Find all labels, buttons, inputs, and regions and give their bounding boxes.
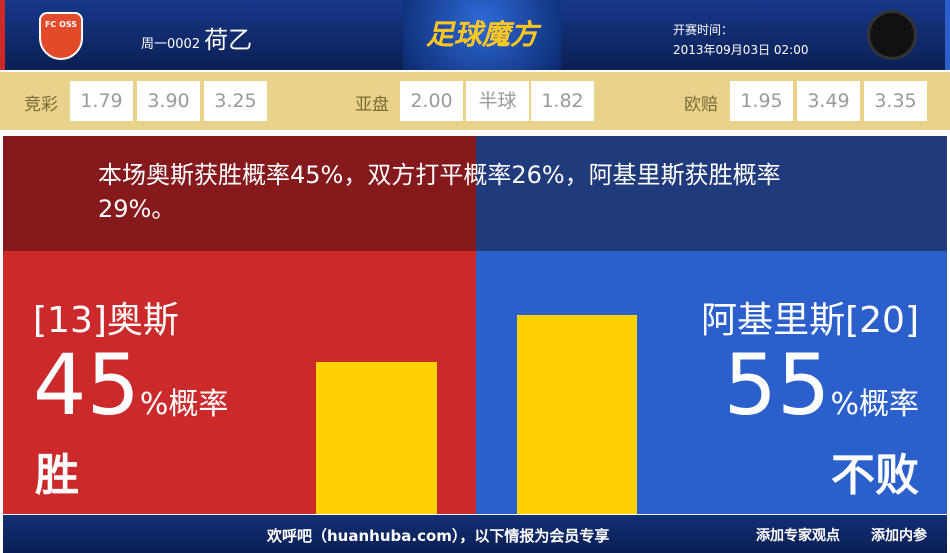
odds-bar: 竞彩 1.79 3.90 3.25 亚盘 2.00 半球 1.82 欧赔 1.9…: [0, 72, 950, 130]
home-probability-bar: [316, 361, 437, 514]
add-expert-link[interactable]: 添加专家观点: [756, 528, 840, 544]
home-result: 胜: [35, 450, 79, 501]
home-panel: [13]奥斯 45%概率 胜: [3, 251, 476, 514]
odds-value: 3.49: [797, 81, 860, 121]
odds-value: 3.25: [204, 81, 267, 121]
brand-logo: 足球魔方: [403, 0, 561, 70]
odds-value: 半球: [466, 81, 529, 121]
away-panel: 阿基里斯[20] 55%概率 不败: [476, 251, 947, 514]
home-percent: 45%概率: [33, 343, 228, 447]
away-percent-suffix: %概率: [830, 387, 919, 422]
match-info: 周一0002 荷乙: [141, 20, 252, 55]
away-team-name: 阿基里斯[20]: [701, 300, 919, 341]
away-probability-bar: [517, 314, 637, 514]
league-name: 荷乙: [204, 26, 253, 54]
time-value: 2013年09月03日 02:00: [673, 43, 809, 57]
odds-value: 1.95: [730, 81, 793, 121]
away-percent-value: 55: [723, 336, 831, 434]
summary-bg-away: [476, 136, 947, 251]
away-result: 不败: [831, 450, 919, 501]
summary-bg-home: [3, 136, 476, 251]
home-percent-suffix: %概率: [139, 387, 229, 422]
odds-value: 1.82: [531, 81, 594, 121]
time-label: 开赛时间：: [673, 23, 734, 37]
match-number: 周一0002: [141, 37, 201, 52]
home-team-name: [13]奥斯: [33, 300, 179, 341]
odds-value: 2.00: [400, 81, 463, 121]
home-logo-text: FC OSS: [44, 20, 78, 29]
home-percent-value: 45: [33, 336, 140, 434]
home-team-logo: FC OSS: [39, 12, 83, 60]
jingcai-label: 竞彩: [24, 95, 58, 115]
odds-value: 3.90: [137, 81, 200, 121]
kickoff-time: 开赛时间： 2013年09月03日 02:00: [673, 20, 808, 60]
add-inside-link[interactable]: 添加内参: [871, 528, 927, 544]
welcome-text: 欢呼吧（huanhuba.com），以下情报为会员专享: [267, 527, 610, 545]
away-team-logo: [867, 10, 917, 60]
oupei-label: 欧赔: [684, 95, 718, 115]
odds-value: 3.35: [864, 81, 927, 121]
odds-value: 1.79: [70, 81, 133, 121]
match-header: FC OSS 周一0002 荷乙 足球魔方 开赛时间： 2013年09月03日 02…: [0, 0, 950, 70]
away-percent: 55%概率: [724, 343, 919, 447]
probability-summary: 本场奥斯获胜概率45%，双方打平概率26%，阿基里斯获胜概率29%。: [98, 161, 781, 223]
yapan-label: 亚盘: [355, 95, 389, 115]
footer: 欢呼吧（huanhuba.com），以下情报为会员专享 添加专家观点 添加内参: [3, 515, 947, 553]
